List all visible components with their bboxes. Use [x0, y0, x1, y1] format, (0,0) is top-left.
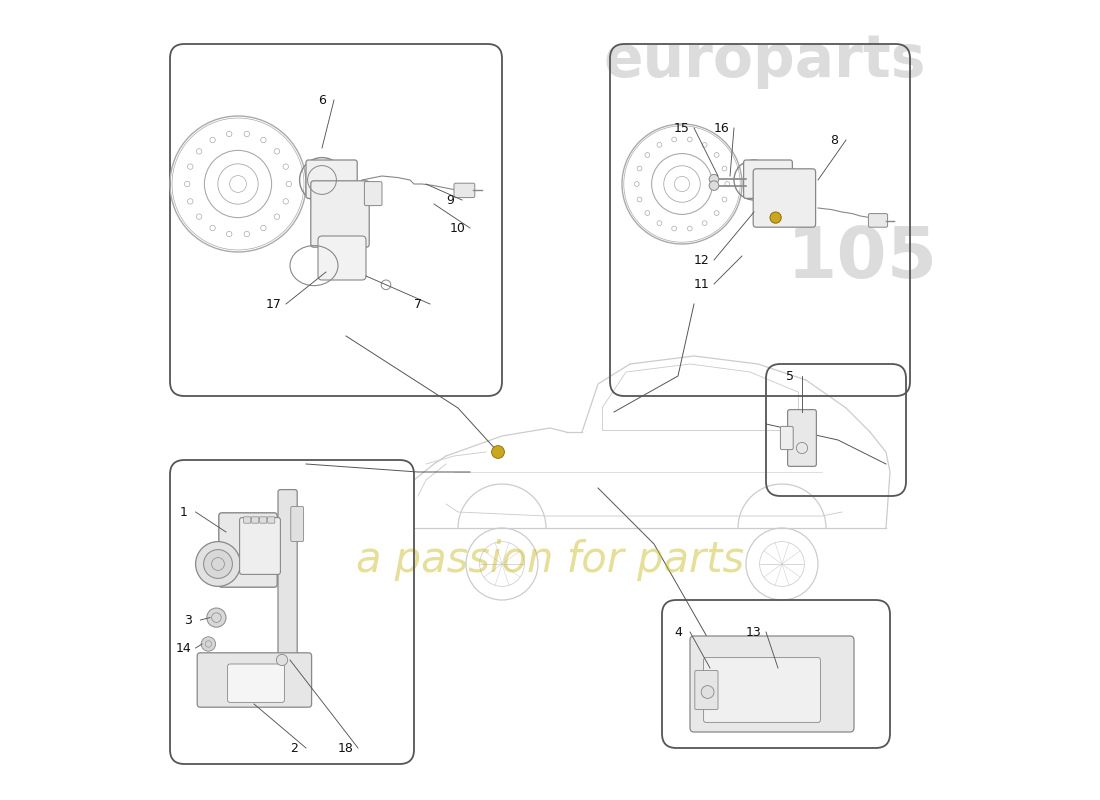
FancyBboxPatch shape [278, 490, 297, 662]
FancyBboxPatch shape [243, 517, 251, 523]
FancyBboxPatch shape [197, 653, 311, 707]
Text: 15: 15 [674, 122, 690, 134]
FancyBboxPatch shape [744, 160, 792, 198]
FancyBboxPatch shape [267, 517, 275, 523]
Text: 4: 4 [674, 626, 682, 638]
FancyBboxPatch shape [219, 513, 277, 587]
Text: a passion for parts: a passion for parts [356, 539, 744, 581]
Circle shape [492, 446, 505, 458]
Text: europarts: europarts [604, 32, 926, 89]
Text: 16: 16 [714, 122, 730, 134]
Text: 17: 17 [266, 298, 282, 310]
Circle shape [207, 608, 226, 627]
FancyBboxPatch shape [690, 636, 854, 732]
FancyBboxPatch shape [454, 183, 475, 198]
FancyBboxPatch shape [364, 182, 382, 206]
Circle shape [204, 550, 232, 578]
FancyBboxPatch shape [704, 658, 821, 722]
FancyBboxPatch shape [780, 426, 793, 450]
Text: 2: 2 [290, 742, 298, 754]
FancyBboxPatch shape [695, 670, 718, 710]
FancyBboxPatch shape [754, 169, 815, 227]
Text: 3: 3 [185, 614, 192, 626]
Text: 12: 12 [694, 254, 710, 266]
FancyBboxPatch shape [240, 518, 280, 574]
FancyBboxPatch shape [260, 517, 267, 523]
Text: 105: 105 [786, 224, 938, 293]
FancyBboxPatch shape [318, 236, 366, 280]
Text: 18: 18 [338, 742, 354, 754]
Text: 11: 11 [694, 278, 710, 290]
Circle shape [770, 212, 781, 223]
FancyBboxPatch shape [252, 517, 258, 523]
Text: 1: 1 [179, 506, 187, 518]
Circle shape [276, 654, 287, 666]
Text: 14: 14 [176, 642, 191, 654]
Text: 8: 8 [830, 134, 838, 146]
Circle shape [196, 542, 241, 586]
Circle shape [701, 686, 714, 698]
Text: 7: 7 [414, 298, 422, 310]
Text: 10: 10 [450, 222, 466, 234]
FancyBboxPatch shape [290, 506, 304, 542]
Text: 13: 13 [746, 626, 762, 638]
Text: 9: 9 [447, 194, 454, 206]
FancyBboxPatch shape [788, 410, 816, 466]
Circle shape [201, 637, 216, 651]
Circle shape [710, 181, 718, 190]
Text: 5: 5 [786, 370, 794, 382]
Text: 6: 6 [318, 94, 326, 106]
Circle shape [710, 174, 718, 184]
FancyBboxPatch shape [868, 214, 888, 227]
FancyBboxPatch shape [311, 181, 370, 247]
FancyBboxPatch shape [306, 160, 358, 198]
FancyBboxPatch shape [228, 664, 285, 702]
